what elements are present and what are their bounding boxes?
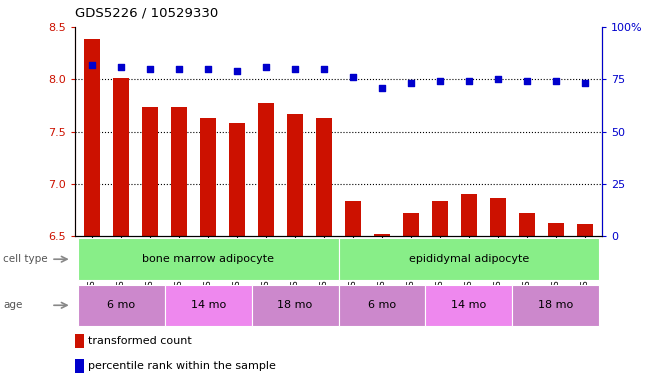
Bar	[251, 285, 339, 326]
Point	[464, 78, 474, 84]
Bar	[171, 108, 187, 236]
Bar	[339, 285, 426, 326]
Text: 14 mo: 14 mo	[191, 300, 226, 310]
Bar	[519, 213, 535, 236]
Point	[203, 66, 214, 72]
Bar	[577, 223, 593, 236]
Bar	[77, 238, 339, 280]
Point	[348, 74, 358, 80]
Text: epididymal adipocyte: epididymal adipocyte	[409, 254, 529, 264]
Bar	[142, 108, 158, 236]
Bar	[548, 223, 564, 236]
Text: age: age	[3, 300, 23, 310]
Bar	[339, 238, 600, 280]
Point	[290, 66, 300, 72]
Text: 6 mo: 6 mo	[368, 300, 396, 310]
Text: bone marrow adipocyte: bone marrow adipocyte	[142, 254, 274, 264]
Bar	[77, 285, 165, 326]
Point	[521, 78, 532, 84]
Point	[493, 76, 503, 82]
Bar	[258, 103, 274, 236]
Text: 6 mo: 6 mo	[107, 300, 135, 310]
Bar	[512, 285, 600, 326]
Text: 18 mo: 18 mo	[538, 300, 574, 310]
Text: 14 mo: 14 mo	[451, 300, 486, 310]
Point	[319, 66, 329, 72]
Bar	[374, 234, 390, 236]
Bar	[345, 200, 361, 236]
Bar	[287, 114, 303, 236]
Bar	[490, 199, 506, 236]
Text: GDS5226 / 10529330: GDS5226 / 10529330	[75, 6, 218, 19]
Point	[87, 61, 98, 68]
Point	[232, 68, 242, 74]
Bar	[113, 78, 129, 236]
Bar	[461, 194, 477, 236]
Point	[116, 64, 126, 70]
Bar	[165, 285, 251, 326]
Bar	[403, 213, 419, 236]
Text: percentile rank within the sample: percentile rank within the sample	[88, 361, 276, 371]
Point	[174, 66, 184, 72]
Bar	[432, 200, 448, 236]
Bar	[200, 118, 216, 236]
Bar	[229, 123, 245, 236]
Point	[551, 78, 561, 84]
Bar	[426, 285, 512, 326]
Bar	[75, 359, 85, 373]
Bar	[84, 40, 100, 236]
Point	[377, 84, 387, 91]
Bar	[316, 118, 332, 236]
Bar	[75, 334, 85, 348]
Text: transformed count: transformed count	[88, 336, 192, 346]
Point	[406, 80, 416, 86]
Text: cell type: cell type	[3, 254, 48, 264]
Point	[261, 64, 271, 70]
Point	[579, 80, 590, 86]
Point	[435, 78, 445, 84]
Text: 18 mo: 18 mo	[277, 300, 312, 310]
Point	[145, 66, 156, 72]
